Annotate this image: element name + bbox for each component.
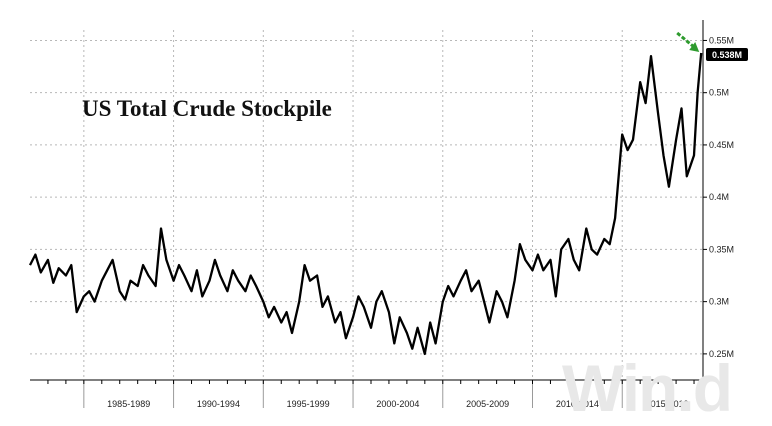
- x-tick-label: 2010-2014: [556, 399, 599, 409]
- y-tick-label: 0.3M: [709, 297, 729, 307]
- annotations: 0.538M: [676, 31, 748, 61]
- x-grid-lines: [83, 30, 623, 380]
- x-axis-ticks: 1985-1989 1990-1994 1995-1999 2000-2004 2005…: [47, 380, 695, 409]
- y-tick-label: 0.35M: [709, 244, 734, 254]
- grid-lines: [30, 39, 703, 355]
- x-tick-label: 1990-1994: [197, 399, 240, 409]
- y-tick-label: 0.5M: [709, 88, 729, 98]
- series-line: [28, 52, 703, 356]
- x-tick-label: 2000-2004: [376, 399, 419, 409]
- x-tick-label: 1985-1989: [107, 399, 150, 409]
- axes: [30, 20, 704, 381]
- x-tick-label: 1995-1999: [287, 399, 330, 409]
- x-tick-label: 2015-2019: [646, 399, 689, 409]
- y-tick-label: 0.25M: [709, 349, 734, 359]
- last-value-label: 0.538M: [712, 50, 742, 60]
- y-tick-label: 0.4M: [709, 192, 729, 202]
- watermark-logo: Win.d: [562, 351, 733, 425]
- x-tick-label: 2005-2009: [466, 399, 509, 409]
- chart-title: US Total Crude Stockpile: [82, 96, 332, 121]
- y-tick-label: 0.55M: [709, 35, 734, 45]
- y-tick-label: 0.45M: [709, 140, 734, 150]
- y-axis-ticks: 0.25M 0.3M 0.35M 0.4M 0.45M 0.5M 0.55M: [703, 35, 734, 359]
- series-group: [28, 52, 703, 356]
- highlight-arrow-shaft: [676, 31, 697, 50]
- highlight-arrow-head: [689, 41, 700, 52]
- last-value-box: [706, 47, 748, 61]
